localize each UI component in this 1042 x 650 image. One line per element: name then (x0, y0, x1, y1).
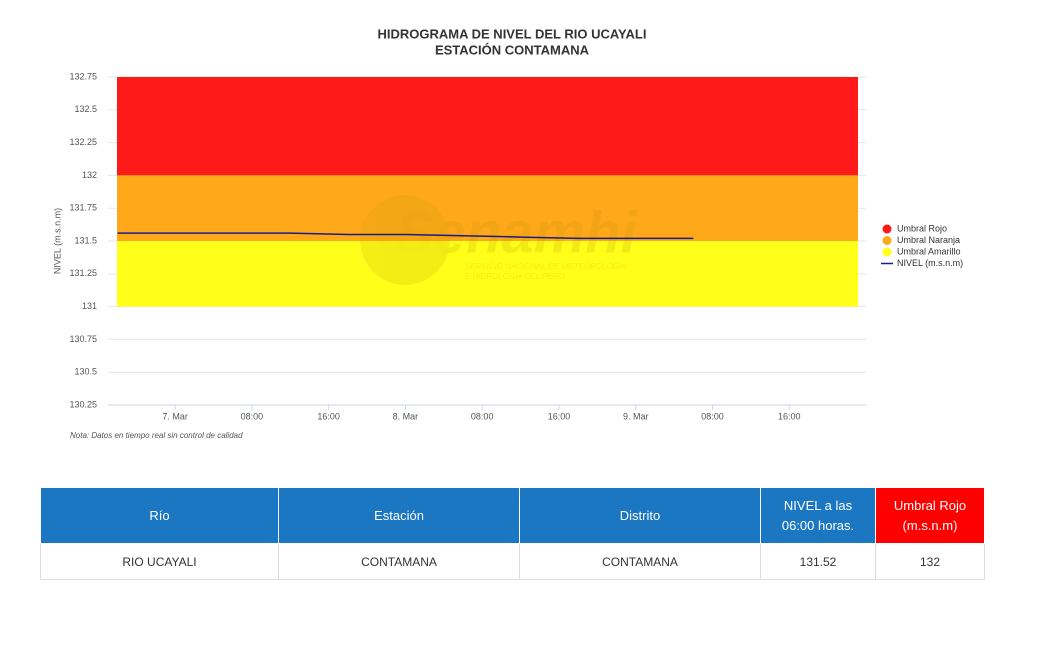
legend-label: NIVEL (m.s.n.m) (897, 258, 963, 268)
cell: RIO UCAYALI (40, 543, 279, 580)
chart-title: HIDROGRAMA DE NIVEL DEL RIO UCAYALI (378, 26, 647, 41)
header-cell: Estación (278, 487, 520, 544)
y-tick-label: 131.5 (74, 235, 97, 245)
watermark-line: E HIDROLOGIA DEL PERU (465, 272, 565, 281)
note: Nota: Datos en tiempo real sin control d… (70, 431, 243, 440)
threshold-band (117, 77, 858, 176)
threshold-band (117, 175, 858, 241)
legend-label: Umbral Naranja (897, 235, 960, 245)
table-header: Río Estación Distrito NIVEL a las 06:00 … (40, 487, 985, 544)
chart-subtitle: ESTACIÓN CONTAMANA (435, 42, 590, 57)
header-cell: Río (40, 487, 279, 544)
y-tick-label: 130.25 (69, 399, 97, 409)
legend-label: Umbral Rojo (897, 223, 947, 233)
y-tick-label: 131 (82, 301, 97, 311)
table-row: RIO UCAYALI CONTAMANA CONTAMANA 131.52 1… (40, 543, 985, 580)
x-tick-label: 7. Mar (162, 411, 188, 421)
y-axis-label: NIVEL (m.s.n.m) (52, 208, 62, 274)
header-cell: NIVEL a las 06:00 horas. (760, 487, 876, 544)
x-tick-label: 08:00 (471, 411, 494, 421)
x-tick-label: 16:00 (317, 411, 340, 421)
y-tick-label: 132.5 (74, 104, 97, 114)
legend-label: Umbral Amarillo (897, 246, 961, 256)
y-tick-label: 132 (82, 170, 97, 180)
x-tick-label: 08:00 (701, 411, 724, 421)
data-table: Río Estación Distrito NIVEL a las 06:00 … (40, 487, 985, 580)
y-tick-label: 131.75 (69, 203, 97, 213)
legend-marker (882, 224, 892, 234)
watermark-line: SERVICIO NACIONAL DE METEOROLOGIA (465, 262, 627, 271)
y-tick-label: 131.25 (69, 268, 97, 278)
x-tick-label: 9. Mar (623, 411, 649, 421)
x-tick-label: 8. Mar (393, 411, 419, 421)
x-tick-label: 16:00 (778, 411, 801, 421)
y-tick-label: 130.5 (74, 367, 97, 377)
watermark-logo (360, 195, 450, 285)
y-tick-label: 132.25 (69, 137, 97, 147)
x-tick-label: 16:00 (548, 411, 571, 421)
y-tick-label: 130.75 (69, 334, 97, 344)
cell: 132 (875, 543, 985, 580)
y-tick-label: 132.75 (69, 71, 97, 81)
threshold-band (117, 241, 858, 307)
header-cell: Distrito (519, 487, 761, 544)
legend-marker (882, 236, 892, 245)
watermark-title: Senamhi (395, 200, 639, 265)
header-cell: Umbral Rojo (m.s.n.m) (875, 487, 985, 544)
chart: HIDROGRAMA DE NIVEL DEL RIO UCAYALI ESTA… (52, 26, 963, 440)
legend-marker (882, 247, 892, 257)
cell: 131.52 (760, 543, 876, 580)
cell: CONTAMANA (519, 543, 761, 580)
data-line (117, 232, 694, 240)
x-tick-label: 08:00 (241, 411, 264, 421)
cell: CONTAMANA (278, 543, 520, 580)
